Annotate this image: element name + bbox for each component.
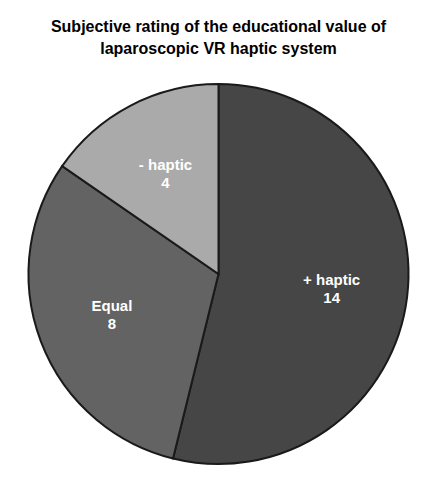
svg-text:+ haptic14: + haptic14 bbox=[303, 271, 360, 306]
svg-text:Equal8: Equal8 bbox=[91, 297, 132, 332]
html-text:Subjective rating of the educa: Subjective rating of the educational val… bbox=[50, 18, 387, 35]
html-text:laparoscopic VR haptic system: laparoscopic VR haptic system bbox=[100, 40, 337, 57]
svg-text:- haptic4: - haptic4 bbox=[139, 156, 192, 191]
